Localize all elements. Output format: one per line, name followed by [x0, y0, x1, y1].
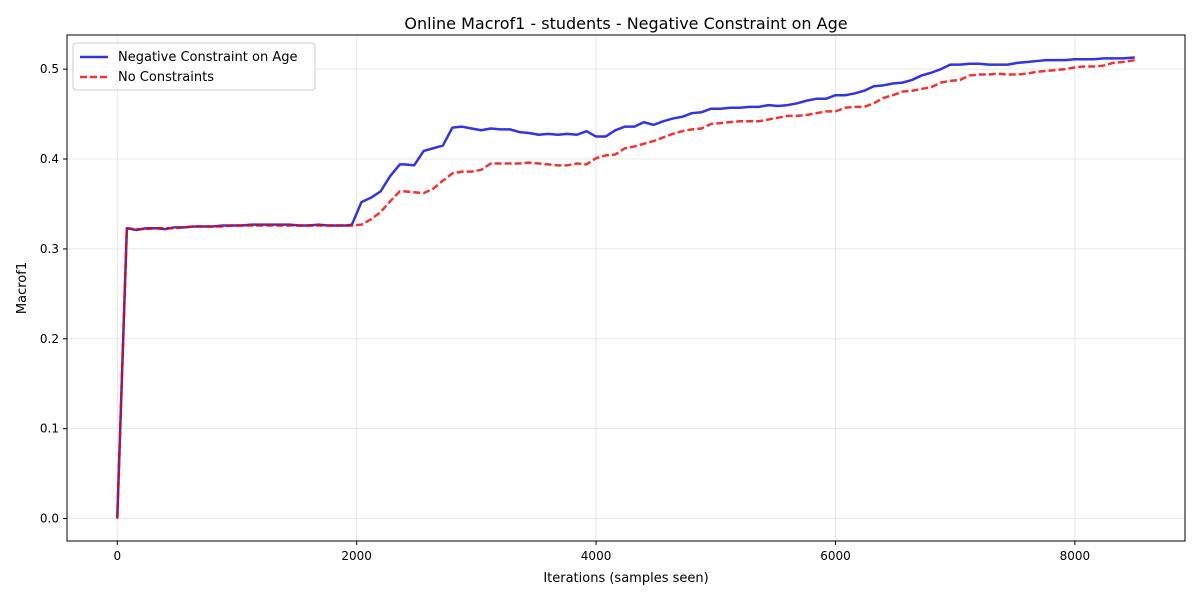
x-tick-label: 6000 — [820, 549, 851, 563]
chart-title: Online Macrof1 - students - Negative Con… — [404, 14, 847, 33]
grid-layer — [67, 35, 1185, 541]
series-line-no-constraints — [116, 58, 1135, 519]
legend-label-negative-constraint: Negative Constraint on Age — [118, 50, 297, 65]
x-tick-label: 0 — [113, 549, 121, 563]
x-tick-label: 4000 — [581, 549, 612, 563]
series-layer — [116, 56, 1135, 519]
y-tick-label: 0.5 — [40, 62, 59, 76]
plot-frame — [66, 34, 1186, 542]
y-tick-label: 0.4 — [40, 152, 59, 166]
legend: Negative Constraint on Age No Constraint… — [72, 42, 316, 91]
x-tick-label: 8000 — [1060, 549, 1091, 563]
tick-layer: 0 2000 4000 6000 8000 0.0 0.1 0.2 0.3 0.4 0.5 — [40, 62, 1090, 563]
y-tick-label: 0.1 — [40, 422, 59, 436]
legend-label-no-constraints: No Constraints — [118, 70, 214, 85]
x-tick-label: 2000 — [341, 549, 372, 563]
y-tick-label: 0.2 — [40, 332, 59, 346]
y-axis-label: Macrof1 — [15, 262, 30, 314]
y-tick-label: 0.3 — [40, 242, 59, 256]
y-tick-label: 0.0 — [40, 512, 59, 526]
x-axis-label: Iterations (samples seen) — [543, 571, 708, 586]
legend-box — [72, 42, 316, 91]
